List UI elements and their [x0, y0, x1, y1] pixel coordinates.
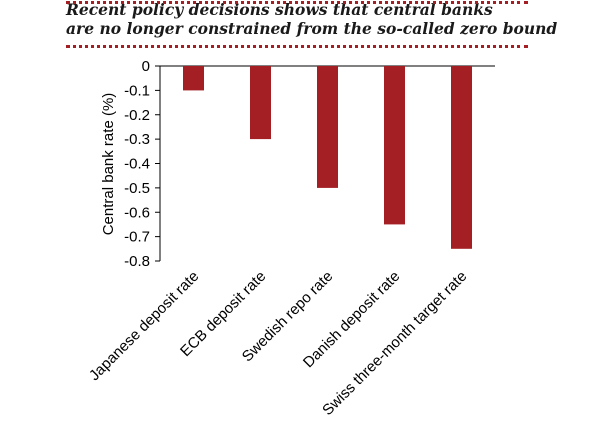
- y-tick-label: -0.7: [124, 229, 150, 246]
- chart-title-line-1: Recent policy decisions shows that centr…: [66, 0, 493, 19]
- y-tick-label: -0.1: [124, 82, 150, 99]
- bar-4: [384, 66, 405, 225]
- y-tick-label: -0.3: [124, 131, 150, 148]
- y-tick-label: -0.4: [124, 156, 150, 173]
- chart-title: Recent policy decisions shows that centr…: [66, 0, 558, 42]
- y-tick-label: -0.5: [124, 180, 150, 197]
- bar-1: [183, 66, 204, 91]
- title-bottom-rule: [66, 45, 528, 48]
- y-axis-label: Central bank rate (%): [100, 93, 117, 236]
- x-tick-label-1: Japanese deposit rate: [86, 268, 202, 384]
- chart-title-line-2: are no longer constrained from the so-ca…: [66, 19, 558, 38]
- y-tick-label: -0.8: [124, 253, 150, 270]
- y-tick-label: -0.6: [124, 204, 150, 221]
- y-tick-label: -0.2: [124, 107, 150, 124]
- y-tick-label: 0: [142, 58, 150, 75]
- bar-3: [317, 66, 338, 188]
- bar-5: [451, 66, 472, 249]
- title-top-rule: [66, 1, 528, 4]
- bar-2: [250, 66, 271, 140]
- x-tick-label-5: Swiss three-month target rate: [319, 268, 470, 419]
- bars: [183, 66, 472, 249]
- y-axis: 0 -0.1 -0.2 -0.3 -0.4 -0.5 -0.6 -0.7 -0.8: [124, 58, 495, 270]
